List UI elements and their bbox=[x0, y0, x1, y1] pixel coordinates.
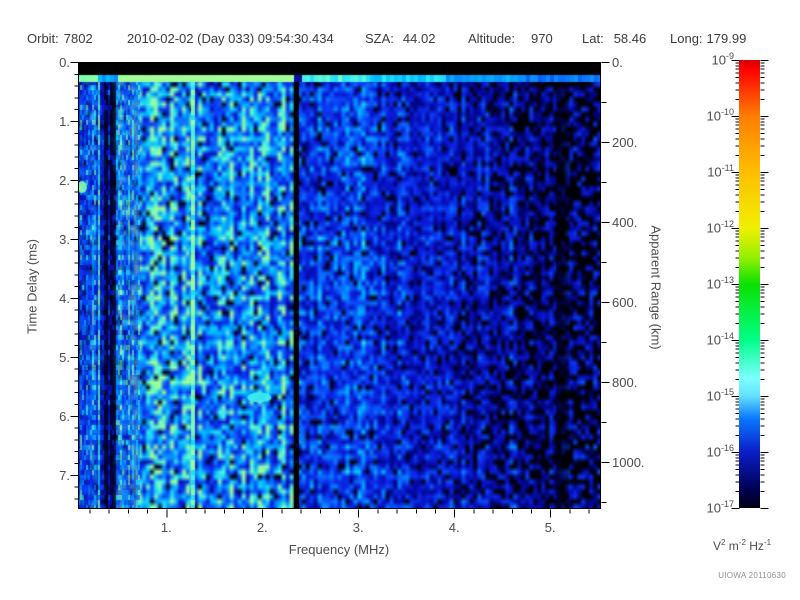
range-tick-label: 0. bbox=[612, 55, 623, 70]
time-delay-tick-label: 4. bbox=[59, 290, 70, 306]
colorbar-unit-label: V2 m-2 Hz-1 bbox=[712, 538, 772, 553]
range-tick-label: 800. bbox=[612, 375, 638, 391]
colorbar-tick-label: 10-11 bbox=[707, 163, 734, 180]
header-field-sza: SZA: 44.02 bbox=[365, 31, 435, 46]
range-tick-label: 200. bbox=[612, 135, 638, 150]
colorbar-tick-label: 10-14 bbox=[706, 331, 734, 348]
colorbar-tick-label: 10-13 bbox=[706, 275, 734, 292]
range-tick-label: 1000. bbox=[612, 455, 645, 471]
time-delay-tick-label: 3. bbox=[59, 231, 70, 247]
long-value: 179.99 bbox=[706, 31, 747, 46]
time-delay-tick-label: 6. bbox=[59, 408, 70, 424]
y-right-axis-title: Apparent Range (km) bbox=[648, 225, 664, 350]
time-delay-tick-label: 7. bbox=[59, 467, 70, 483]
lat-value: 58.46 bbox=[613, 31, 647, 46]
x-tick-label: 5. bbox=[544, 520, 556, 535]
y-left-axis-title: Time Delay (ms) bbox=[24, 239, 40, 334]
sza-label: SZA: bbox=[365, 31, 394, 46]
x-tick-label: 1. bbox=[160, 520, 172, 535]
orbit-label: Orbit: bbox=[27, 31, 59, 46]
orbit-value: 7802 bbox=[63, 31, 93, 46]
lat-label: Lat: bbox=[582, 31, 604, 46]
datetime-value: 2010-02-02 (Day 033) 09:54:30.434 bbox=[127, 31, 334, 46]
altitude-label: Altitude: bbox=[468, 31, 515, 46]
range-tick-label: 400. bbox=[612, 215, 638, 231]
time-delay-tick-label: 2. bbox=[59, 172, 70, 188]
x-tick-label: 3. bbox=[352, 520, 364, 535]
colorbar-tick-label: 10-12 bbox=[706, 219, 734, 236]
colorbar-tick-label: 10-17 bbox=[706, 499, 734, 516]
header-field-orbit: Orbit: 7802 bbox=[27, 31, 93, 46]
watermark: UIOWA 20110630 bbox=[718, 571, 786, 580]
range-tick-label: 600. bbox=[612, 295, 638, 311]
colorbar-tick-label: 10-9 bbox=[711, 51, 734, 68]
x-axis-title: Frequency (MHz) bbox=[288, 542, 390, 557]
colorbar-tick-label: 10-15 bbox=[706, 387, 734, 404]
colorbar-gradient bbox=[739, 60, 760, 508]
time-delay-tick-label: 0. bbox=[59, 55, 70, 70]
colorbar-tick-label: 10-10 bbox=[706, 107, 734, 124]
header-field-lat: Lat: 58.46 bbox=[582, 31, 646, 46]
spectrogram-canvas bbox=[78, 62, 601, 509]
header-field-long: Long: 179.99 bbox=[670, 31, 746, 46]
altitude-value: 970 bbox=[530, 31, 553, 46]
colorbar-tick-label: 10-16 bbox=[706, 443, 734, 460]
x-tick-label: 4. bbox=[448, 520, 460, 535]
header-field-datetime: 2010-02-02 (Day 033) 09:54:30.434 bbox=[127, 31, 334, 46]
time-delay-tick-label: 1. bbox=[59, 113, 70, 129]
header-row: Orbit: 7802 2010-02-02 (Day 033) 09:54:30… bbox=[0, 31, 800, 47]
long-label: Long: bbox=[670, 31, 703, 46]
x-tick-label: 2. bbox=[256, 520, 268, 535]
sza-value: 44.02 bbox=[402, 31, 436, 46]
header-field-altitude: Altitude: 970 bbox=[468, 31, 553, 46]
time-delay-tick-label: 5. bbox=[59, 349, 70, 365]
